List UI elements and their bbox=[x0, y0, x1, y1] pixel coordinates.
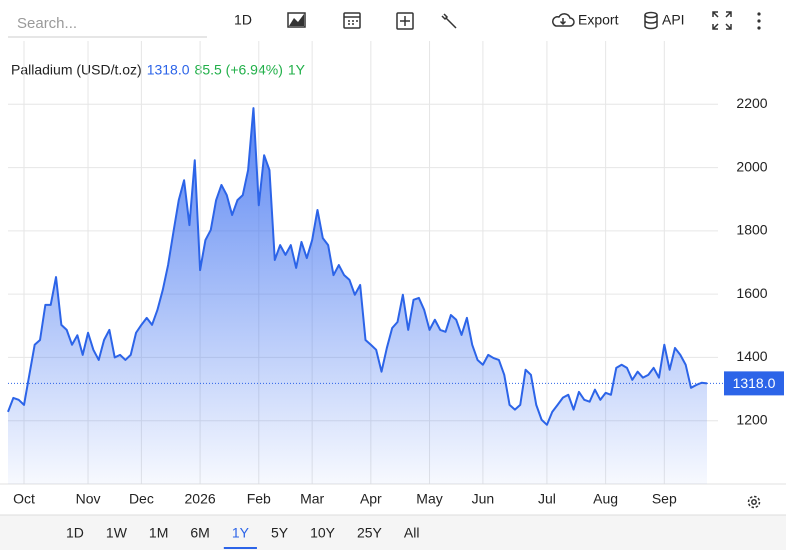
y-tick-label: 2200 bbox=[736, 95, 767, 111]
range-button[interactable]: 10Y bbox=[310, 525, 336, 541]
range-button[interactable]: 1D bbox=[66, 525, 84, 541]
export-button[interactable]: Export bbox=[552, 12, 619, 28]
y-tick-label: 1600 bbox=[736, 285, 767, 301]
compare-icon[interactable] bbox=[396, 12, 414, 30]
range-button[interactable]: 6M bbox=[190, 525, 209, 541]
x-tick-label: Nov bbox=[76, 491, 101, 507]
menu-icon[interactable] bbox=[757, 12, 761, 30]
x-tick-label: Sep bbox=[652, 491, 677, 507]
y-tick-label: 1800 bbox=[736, 222, 767, 238]
area-fill bbox=[8, 108, 707, 484]
x-tick-label: 2026 bbox=[185, 491, 216, 507]
range-bar bbox=[0, 515, 786, 550]
legend: Palladium (USD/t.oz) 1318.0 85.5 (+6.94%… bbox=[11, 62, 306, 78]
range-button[interactable]: 25Y bbox=[357, 525, 383, 541]
x-tick-label: Mar bbox=[300, 491, 324, 507]
settings-icon[interactable] bbox=[747, 495, 761, 509]
legend-change: 85.5 (+6.94%) bbox=[195, 62, 283, 78]
range-button[interactable]: 5Y bbox=[271, 525, 289, 541]
x-tick-label: May bbox=[416, 491, 442, 507]
legend-period: 1Y bbox=[288, 62, 306, 78]
tools-icon[interactable] bbox=[441, 13, 457, 29]
toolbar: Search... 1D Export API bbox=[8, 11, 761, 38]
plot-area: 1200 1400 1600 1800 2000 2200 Oct Nov Dec 2026 Feb… bbox=[0, 41, 786, 507]
x-tick-label: Aug bbox=[593, 491, 618, 507]
fullscreen-icon[interactable] bbox=[712, 11, 732, 30]
range-button[interactable]: 1W bbox=[106, 525, 128, 541]
x-tick-label: Feb bbox=[247, 491, 271, 507]
x-tick-label: Jul bbox=[538, 491, 556, 507]
range-button[interactable]: 1M bbox=[149, 525, 168, 541]
api-button[interactable]: API bbox=[644, 12, 685, 30]
y-tick-label: 1200 bbox=[736, 411, 767, 427]
y-tick-label: 2000 bbox=[736, 158, 767, 174]
range-button[interactable]: All bbox=[404, 525, 420, 541]
api-label: API bbox=[662, 12, 685, 28]
calendar-icon[interactable] bbox=[343, 12, 361, 29]
price-line bbox=[7, 107, 708, 426]
x-tick-label: Oct bbox=[13, 491, 35, 507]
export-label: Export bbox=[578, 12, 619, 28]
legend-last: 1318.0 bbox=[147, 62, 190, 78]
interval-button[interactable]: 1D bbox=[234, 12, 252, 28]
range-buttons: 1D 1W 1M 6M 1Y 5Y 10Y 25Y All bbox=[66, 525, 420, 549]
last-value-label: 1318.0 bbox=[733, 375, 776, 391]
last-value-tag bbox=[724, 371, 784, 396]
x-tick-label: Dec bbox=[129, 491, 154, 507]
chart-type-icon[interactable] bbox=[287, 12, 306, 28]
range-button[interactable]: 1Y bbox=[232, 525, 250, 541]
y-tick-label: 1400 bbox=[736, 348, 767, 364]
x-tick-label: Jun bbox=[472, 491, 495, 507]
search-box[interactable]: Search... bbox=[17, 15, 77, 32]
x-tick-label: Apr bbox=[360, 491, 382, 507]
legend-series-name: Palladium (USD/t.oz) bbox=[11, 62, 142, 78]
